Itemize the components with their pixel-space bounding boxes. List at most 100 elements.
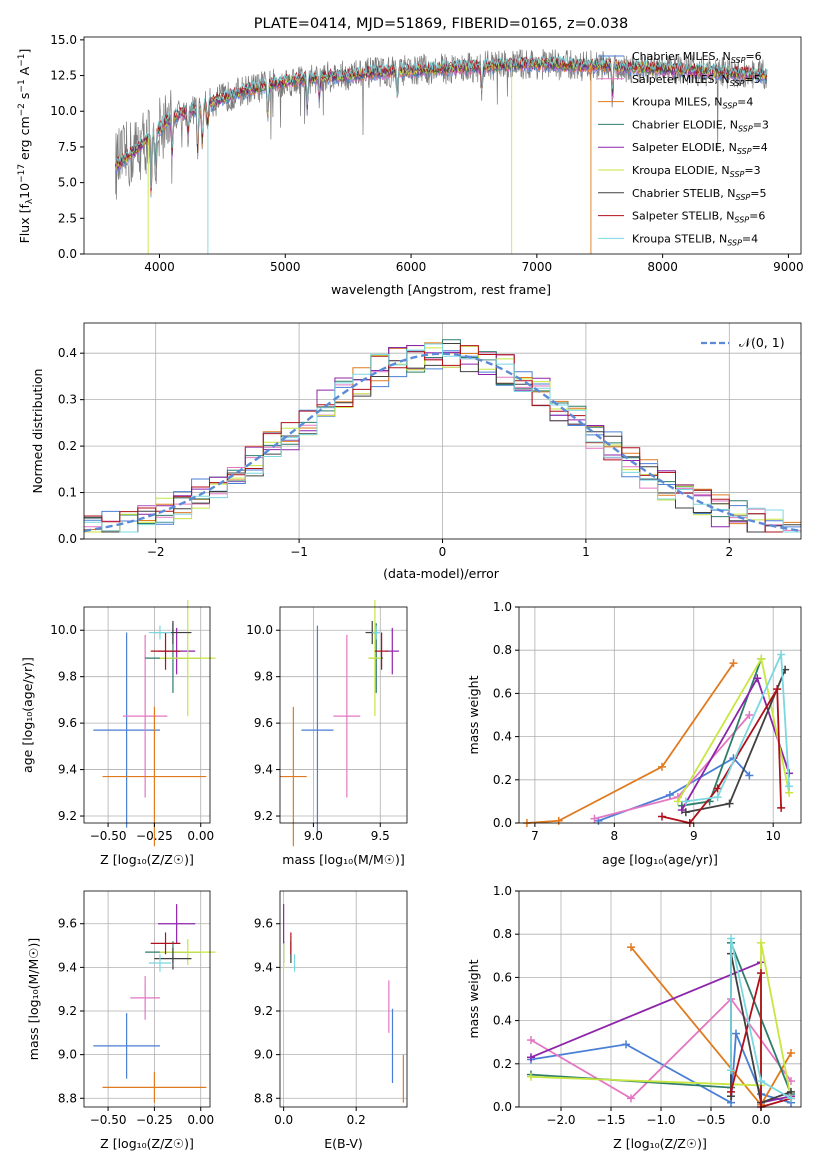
histogram-ytick-label: 0.1 (58, 486, 77, 500)
legend-label: Chabrier MILES, NSSP=6 (632, 50, 762, 65)
axes-frame (83, 890, 211, 1108)
xtick-label: −0.5 (696, 1113, 725, 1127)
spectrum-legend: Chabrier MILES, NSSP=6 Salpeter MILES, NS… (598, 50, 769, 247)
mass-vs-z-panel: −0.50 −0.25 0.00 8.8 9.0 9.2 9.4 9.6 Z [log₁₀(Z/… (26, 890, 216, 1151)
xlabel: Z [log₁₀(Z/Z☉)] (100, 1136, 194, 1151)
xtick-label: 0.00 (187, 829, 214, 843)
ylabel: mass weight (466, 675, 481, 754)
xtick-label: 0.0 (751, 1113, 770, 1127)
xtick-label: 9 (690, 829, 698, 843)
histogram-ytick-label: 0.4 (58, 346, 77, 360)
axes-frame (518, 606, 802, 824)
ytick-label: 9.4 (58, 763, 77, 777)
plot-area (93, 600, 216, 847)
ylabel: age [log₁₀(age/yr)] (20, 657, 35, 773)
histogram-ylabel: Normed distribution (30, 369, 45, 494)
xtick-label: −0.50 (90, 829, 127, 843)
xtick-label: −1.5 (596, 1113, 625, 1127)
ytick-label: 9.2 (58, 1004, 77, 1018)
plot-area (283, 904, 404, 1103)
observed-spectrum (115, 48, 768, 200)
ytick-label: 0.0 (493, 1100, 512, 1114)
spectrum-axes-frame (83, 36, 802, 255)
histogram-xtick-label: −1 (290, 545, 308, 559)
histogram-ytick-label: 0.0 (58, 532, 77, 546)
axes-frame (279, 606, 408, 824)
histogram-legend: 𝒩(0, 1) (701, 335, 785, 350)
ytick-label: 9.4 (58, 960, 77, 974)
xtick-label: −0.25 (136, 1113, 173, 1127)
xtick-label: 9.5 (371, 829, 390, 843)
ytick-label: 9.2 (254, 1004, 273, 1018)
ytick-label: 0.8 (493, 643, 512, 657)
xtick-label: −2.0 (546, 1113, 575, 1127)
spectrum-title: PLATE=0414, MJD=51869, FIBERID=0165, z=0… (254, 16, 628, 32)
legend-label: Kroupa ELODIE, NSSP=3 (632, 164, 761, 179)
weight-line (730, 972, 792, 1109)
legend-label: Chabrier STELIB, NSSP=5 (632, 187, 766, 202)
spectrum-ytick-label: 12.5 (50, 69, 77, 83)
histogram-xlabel: (data-model)/error (383, 566, 500, 581)
legend-label: Salpeter STELIB, NSSP=6 (632, 210, 765, 225)
ytick-label: 9.8 (254, 670, 273, 684)
ytick-label: 9.0 (254, 1048, 273, 1062)
spectrum-ytick-label: 0.0 (58, 247, 77, 261)
age-vs-mass-panel: 9.0 9.5 9.2 9.4 9.6 9.8 10.0 mass [log₁₀(M/M☉)] (246, 600, 408, 867)
ytick-label: 0.0 (493, 816, 512, 830)
ytick-label: 9.4 (254, 960, 273, 974)
histogram-xtick-label: 2 (725, 545, 733, 559)
histogram-xtick-label: −2 (147, 545, 165, 559)
spectrum-xtick-label: 7000 (522, 260, 553, 274)
legend-label: Chabrier ELODIE, NSSP=3 (632, 118, 769, 133)
ytick-label: 1.0 (493, 884, 512, 898)
age-vs-z-panel: −0.50 −0.25 0.00 9.2 9.4 9.6 9.8 10.0 Z [log₁₀(Z… (20, 600, 216, 867)
histogram-salpeter-stelib (84, 345, 801, 533)
spectrum-xtick-label: 6000 (396, 260, 427, 274)
xtick-label: 0.0 (274, 1113, 293, 1127)
axes-frame (83, 606, 211, 824)
histogram-ytick-label: 0.3 (58, 393, 77, 407)
legend-label: Salpeter MILES, NSSP=5 (632, 73, 761, 88)
weight-vs-z-panel: −2.0 −1.5 −1.0 −0.5 0.0 0.0 0.2 0.4 0.6 0.8 1.0 Z [… (466, 884, 802, 1151)
xtick-label: 10 (766, 829, 781, 843)
weight-line (685, 654, 790, 803)
ytick-label: 9.4 (254, 763, 273, 777)
ytick-label: 9.6 (58, 716, 77, 730)
ytick-label: 10.0 (50, 623, 77, 637)
xtick-label: 0.00 (187, 1113, 214, 1127)
weight-line (661, 686, 782, 825)
spectrum-ytick-label: 7.5 (58, 140, 77, 154)
spectrum-ytick-label: 10.0 (50, 104, 77, 118)
normal-legend-label: 𝒩(0, 1) (739, 335, 785, 350)
weight-line (730, 938, 792, 1100)
histogram-xtick-label: 0 (439, 545, 447, 559)
ytick-label: 9.6 (254, 917, 273, 931)
weight-vs-age-panel: 7 8 9 10 0.0 0.2 0.4 0.6 0.8 1.0 age [log₁₀(age/yr… (466, 600, 802, 867)
axes-frame (279, 890, 408, 1108)
ytick-label: 0.8 (493, 927, 512, 941)
spectrum-xlabel: wavelength [Angstrom, rest frame] (331, 282, 551, 297)
ytick-label: 0.6 (493, 686, 512, 700)
histogram-panel: −2 −1 0 1 2 0.0 0.1 0.2 0.3 0.4 𝒩(0, 1) (data-mod… (30, 322, 802, 581)
plot-area (527, 934, 795, 1111)
spectrum-xtick-label: 5000 (270, 260, 301, 274)
spectrum-ytick-label: 15.0 (50, 33, 77, 47)
ytick-label: 0.2 (493, 773, 512, 787)
spectrum-ylabel: Flux [fλ10−17 erg cm−2 s−1 A−1] (17, 49, 35, 244)
ytick-label: 0.2 (493, 1057, 512, 1071)
xlabel: mass [log₁₀(M/M☉)] (282, 852, 404, 867)
ytick-label: 9.8 (58, 670, 77, 684)
weight-line (685, 669, 786, 814)
legend-label: Kroupa MILES, NSSP=4 (632, 96, 753, 111)
plot-area (522, 650, 794, 827)
spectrum-ytick-label: 5.0 (58, 176, 77, 190)
spectrum-xtick-label: 4000 (144, 260, 175, 274)
histogram-salpeter-elodie (84, 345, 801, 533)
ytick-label: 0.4 (493, 730, 512, 744)
xtick-label: 0.2 (347, 1113, 366, 1127)
spectrum-ytick-label: 2.5 (58, 211, 77, 225)
xtick-label: 8 (611, 829, 619, 843)
spectrum-panel: PLATE=0414, MJD=51869, FIBERID=0165, z=0… (17, 16, 804, 297)
ytick-label: 9.2 (254, 809, 273, 823)
